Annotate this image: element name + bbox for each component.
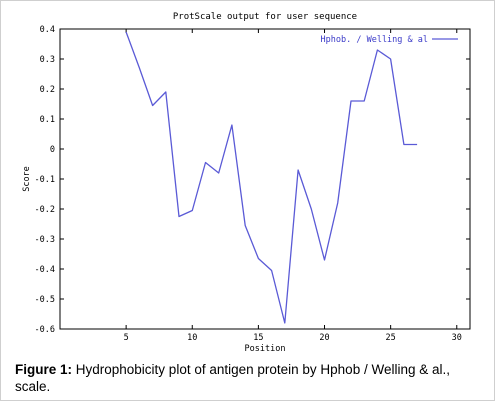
y-tick-label: -0.2 bbox=[35, 205, 55, 215]
chart-title: ProtScale output for user sequence bbox=[173, 12, 357, 22]
caption-text: Hydrophobicity plot of antigen protein b… bbox=[15, 362, 450, 394]
plot-panel: ProtScale output for user sequence 0.4 0.3… bbox=[4, 4, 489, 356]
caption-label: Figure 1: bbox=[15, 362, 73, 377]
x-tick-label: 25 bbox=[386, 333, 396, 343]
y-tick-label: -0.1 bbox=[35, 175, 55, 185]
x-tick-label: 20 bbox=[319, 333, 329, 343]
y-tick-label: 0.1 bbox=[40, 115, 55, 125]
y-tick-label: 0.3 bbox=[40, 55, 55, 65]
plot-frame bbox=[59, 28, 471, 330]
x-axis-label: Position bbox=[245, 344, 286, 354]
x-tick-label: 30 bbox=[452, 333, 462, 343]
x-tick-label: 15 bbox=[253, 333, 263, 343]
y-tick-label: 0 bbox=[50, 145, 55, 155]
hydrophobicity-chart: ProtScale output for user sequence 0.4 0.3… bbox=[22, 12, 471, 354]
series-line bbox=[125, 31, 418, 324]
y-tick-label: -0.6 bbox=[35, 325, 55, 335]
y-tick-label: 0.2 bbox=[40, 85, 55, 95]
legend-label: Hphob. / Welling & al bbox=[321, 35, 428, 45]
y-tick-label: -0.3 bbox=[35, 235, 55, 245]
y-tick-label: -0.5 bbox=[35, 295, 55, 305]
y-tick-label: 0.4 bbox=[40, 25, 55, 35]
figure-caption: Figure 1: Hydrophobicity plot of antigen… bbox=[15, 361, 483, 395]
y-axis-label: Score bbox=[22, 166, 32, 192]
y-tick-label: -0.4 bbox=[35, 265, 55, 275]
x-tick-label: 10 bbox=[187, 333, 197, 343]
x-tick-label: 5 bbox=[124, 333, 129, 343]
